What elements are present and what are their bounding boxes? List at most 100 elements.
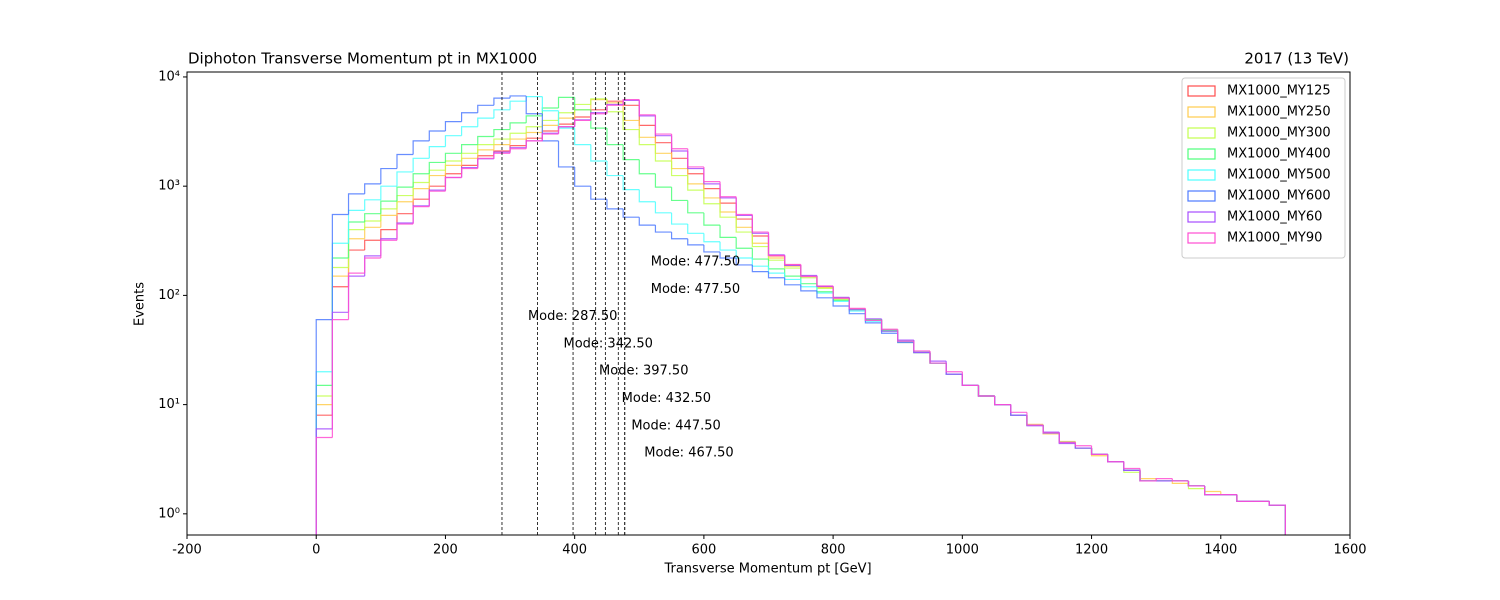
mode-annotation: Mode: 447.50 bbox=[631, 418, 720, 433]
histogram-bin bbox=[541, 113, 559, 142]
histogram-bin bbox=[961, 371, 979, 386]
histogram-bin bbox=[1026, 415, 1044, 426]
histogram-bin bbox=[719, 183, 737, 199]
legend-swatch bbox=[1187, 148, 1216, 160]
histogram-bin bbox=[1107, 454, 1124, 463]
histogram-bin bbox=[1107, 454, 1124, 463]
histogram-bin bbox=[380, 238, 397, 256]
histogram-bin bbox=[735, 203, 753, 220]
histogram-bin bbox=[315, 414, 333, 535]
histogram-bin bbox=[1268, 501, 1286, 535]
histogram-bin bbox=[477, 104, 494, 113]
histogram-bin bbox=[1090, 448, 1108, 456]
histogram-bin bbox=[557, 96, 575, 108]
histogram-bin bbox=[961, 374, 979, 386]
histogram-bin bbox=[347, 275, 365, 313]
mode-annotation: Mode: 397.50 bbox=[599, 364, 688, 379]
histogram-bin bbox=[622, 208, 640, 218]
y-tick-label: 10³ bbox=[158, 179, 180, 194]
histogram-bin bbox=[848, 298, 866, 310]
histogram-bin bbox=[735, 257, 753, 266]
histogram-bin bbox=[477, 117, 494, 127]
histogram-bin bbox=[460, 126, 478, 136]
histogram-bin bbox=[428, 190, 446, 207]
histogram-bin bbox=[444, 173, 462, 187]
histogram-bin bbox=[848, 298, 866, 310]
histogram-bin bbox=[477, 135, 494, 145]
histogram-bin bbox=[347, 238, 365, 277]
histogram-bin bbox=[1107, 454, 1124, 463]
histogram-bin bbox=[606, 104, 624, 114]
histogram-bin bbox=[638, 100, 656, 117]
histogram-bin bbox=[331, 319, 349, 438]
histogram-bin bbox=[945, 363, 963, 375]
histogram-bin bbox=[832, 286, 850, 299]
histogram-bin bbox=[1139, 470, 1157, 482]
histogram-bin bbox=[428, 146, 446, 159]
histogram-bin bbox=[977, 385, 995, 397]
histogram-bin bbox=[396, 153, 414, 169]
histogram-bin bbox=[525, 140, 543, 149]
histogram-bin bbox=[703, 212, 721, 226]
histogram-bin bbox=[687, 148, 704, 168]
histogram-bin bbox=[557, 112, 575, 121]
histogram-bin bbox=[654, 114, 672, 135]
histogram-bin bbox=[1268, 501, 1286, 535]
histogram-bin bbox=[1139, 472, 1157, 482]
histogram-bin bbox=[1123, 461, 1141, 470]
histogram-bin bbox=[347, 249, 365, 287]
histogram-bin bbox=[670, 161, 688, 177]
histogram-bin bbox=[1139, 470, 1157, 482]
histogram-bin bbox=[493, 128, 511, 137]
histogram-bin bbox=[590, 144, 607, 162]
legend-swatch bbox=[1187, 169, 1216, 181]
histogram-bin bbox=[444, 176, 462, 191]
x-tick-label: 200 bbox=[433, 543, 458, 558]
histogram-bin bbox=[460, 112, 478, 122]
histogram-bin bbox=[1171, 478, 1189, 482]
histogram-bin bbox=[784, 268, 801, 277]
histogram-bin bbox=[315, 404, 333, 535]
histogram-bin bbox=[1026, 412, 1044, 426]
legend-swatch bbox=[1187, 232, 1216, 244]
histogram-bin bbox=[832, 297, 850, 307]
histogram-bin bbox=[1187, 480, 1205, 487]
histogram-bin bbox=[1139, 470, 1157, 482]
chart-title: Diphoton Transverse Momentum pt in MX100… bbox=[188, 50, 537, 68]
histogram-bin bbox=[848, 297, 866, 310]
histogram-bin bbox=[654, 137, 672, 154]
histogram-bin bbox=[1187, 480, 1205, 487]
histogram-bin bbox=[1107, 454, 1124, 463]
mode-annotation: Mode: 432.50 bbox=[622, 391, 711, 406]
histogram-bin bbox=[687, 175, 704, 191]
histogram-bin bbox=[945, 363, 963, 375]
histogram-bin bbox=[525, 126, 543, 134]
histogram-bin bbox=[331, 242, 349, 372]
histogram-bin bbox=[1042, 425, 1060, 433]
histogram-bin bbox=[331, 257, 349, 386]
histogram-bin bbox=[444, 176, 462, 192]
histogram-bin bbox=[1268, 501, 1286, 535]
histogram-bin bbox=[687, 150, 704, 170]
histogram-bin bbox=[751, 214, 769, 233]
histogram-bin bbox=[703, 183, 721, 199]
histogram-bin bbox=[541, 133, 559, 141]
histogram-bin bbox=[703, 190, 721, 205]
histogram-bin bbox=[945, 363, 963, 375]
plot-frame bbox=[186, 71, 1351, 536]
histogram-bin bbox=[509, 132, 527, 140]
histogram-bin bbox=[961, 374, 979, 386]
histogram-bin bbox=[1010, 404, 1027, 416]
histogram-bin bbox=[331, 311, 349, 429]
histogram-bin bbox=[654, 201, 672, 214]
histogram-bin bbox=[1074, 442, 1092, 447]
histogram-bin bbox=[816, 290, 834, 299]
histogram-bin bbox=[315, 395, 333, 535]
histogram-bin bbox=[719, 181, 737, 198]
histogram-bin bbox=[1042, 425, 1060, 434]
legend-swatch bbox=[1187, 127, 1216, 139]
histogram-bin bbox=[977, 385, 995, 397]
histogram-bin bbox=[412, 205, 430, 224]
histogram-bin bbox=[929, 352, 947, 362]
